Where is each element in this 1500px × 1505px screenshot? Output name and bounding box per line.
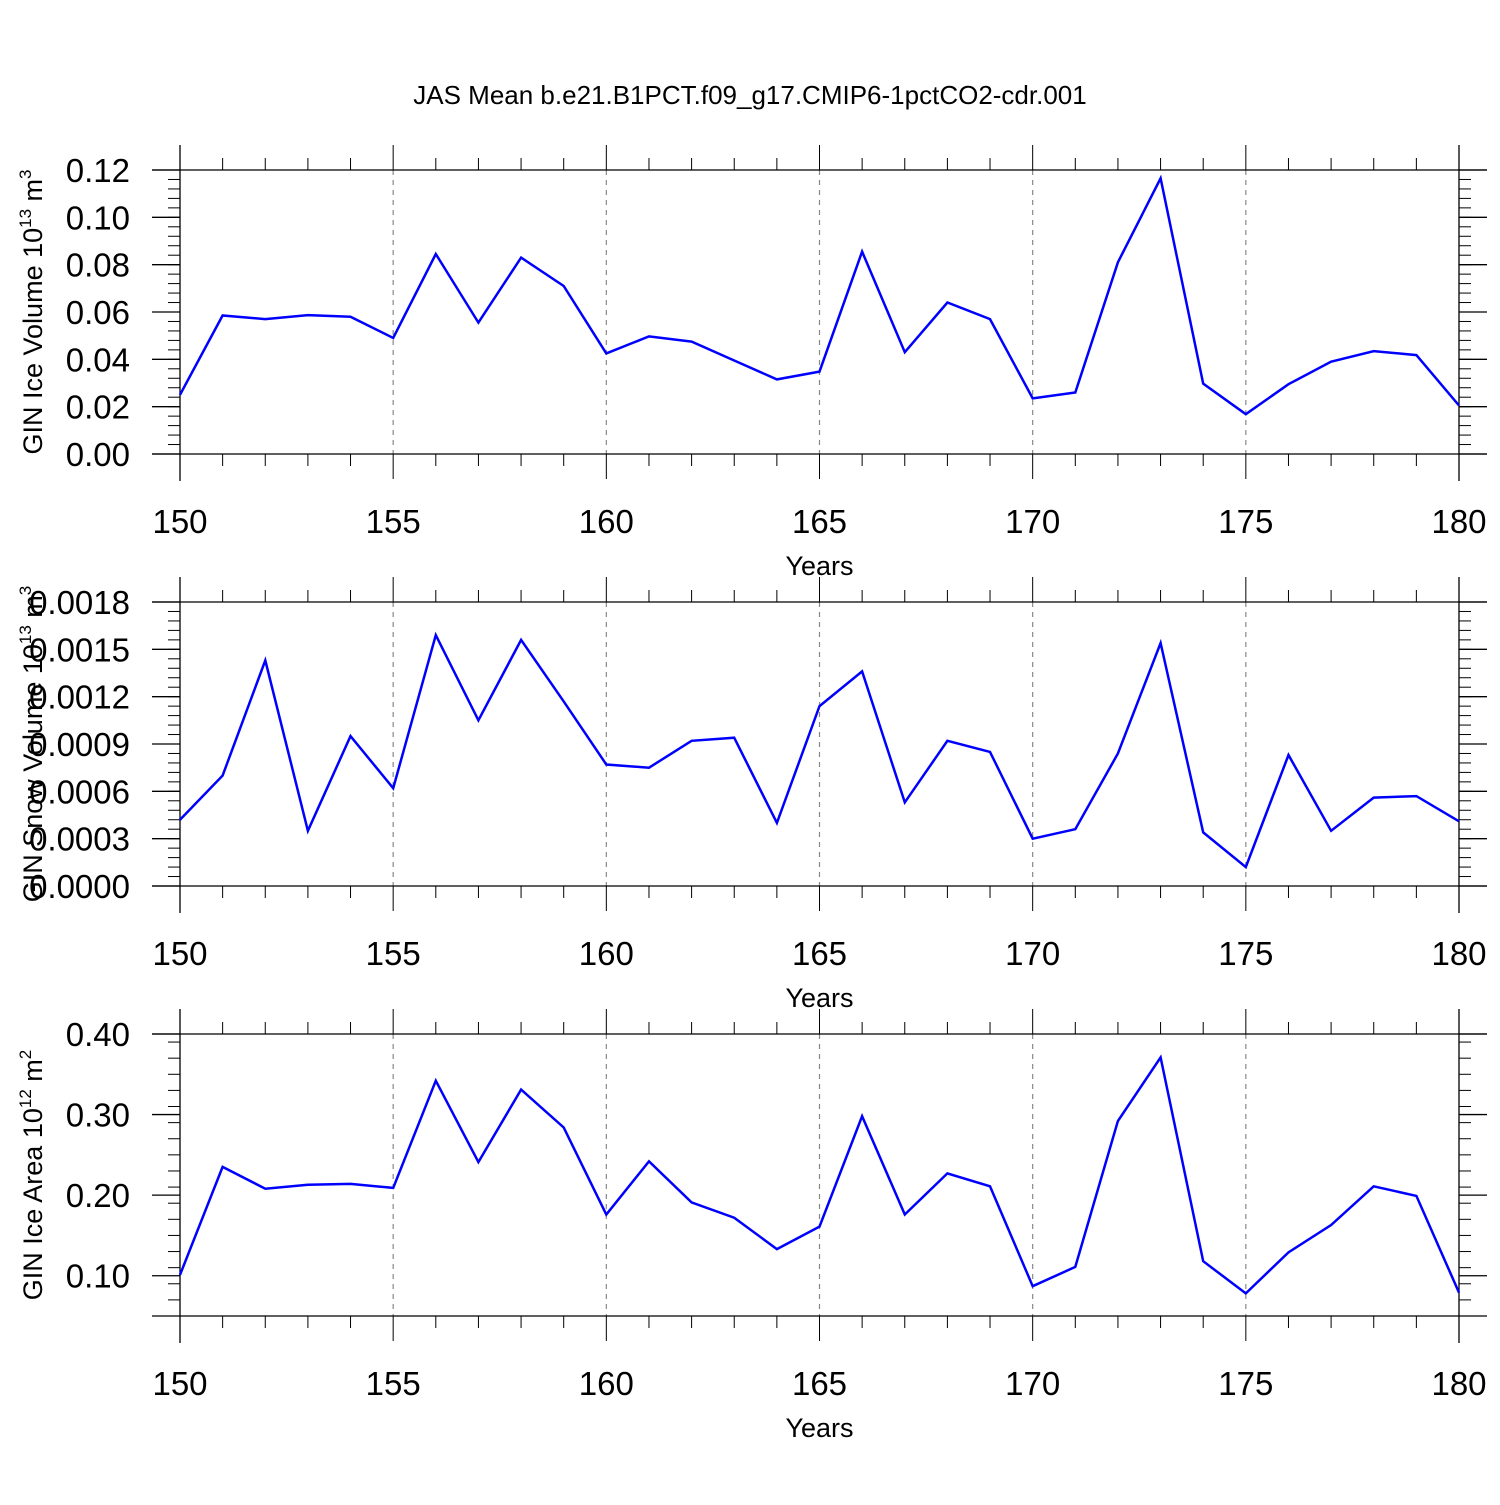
panel2-y-tick-label: 0.0009 — [29, 726, 130, 763]
panel3-y-tick-label: 0.40 — [66, 1016, 130, 1053]
panel2-x-tick-label: 150 — [152, 935, 207, 972]
panel1-y-tick-label: 0.12 — [66, 152, 130, 189]
panel1-y-tick-label: 0.10 — [66, 199, 130, 236]
panel2-x-tick-label: 170 — [1005, 935, 1060, 972]
panel3-y-tick-label: 0.10 — [66, 1258, 130, 1295]
panel1-y-axis-label: GIN Ice Volume 1013 m3 — [16, 169, 48, 454]
panel1-y-tick-label: 0.06 — [66, 294, 130, 331]
panel2-x-tick-label: 155 — [366, 935, 421, 972]
panel1-x-axis-label: Years — [785, 551, 853, 581]
panel3-x-axis-label: Years — [785, 1413, 853, 1443]
panel1-x-tick-label: 160 — [579, 503, 634, 540]
panel2-y-tick-label: 0.0000 — [29, 868, 130, 905]
panel1-y-tick-label: 0.04 — [66, 341, 130, 378]
panel2-y-tick-label: 0.0006 — [29, 773, 130, 810]
panel2-series-line — [179, 631, 1460, 870]
panel3-y-tick-label: 0.20 — [66, 1177, 130, 1214]
panel3-x-tick-label: 165 — [792, 1365, 847, 1402]
panel2-y-tick-label: 0.0003 — [29, 821, 130, 858]
panel2-x-axis-label: Years — [785, 983, 853, 1013]
panel1-y-tick-label: 0.08 — [66, 247, 130, 284]
panel2-x-tick-label: 175 — [1218, 935, 1273, 972]
panel2-x-tick-label: 180 — [1431, 935, 1486, 972]
panel2-y-tick-label: 0.0018 — [29, 584, 130, 621]
panel1-y-tick-label: 0.00 — [66, 436, 130, 473]
panel1-x-tick-label: 175 — [1218, 503, 1273, 540]
panel3-x-tick-label: 160 — [579, 1365, 634, 1402]
panel2-y-axis-label: GIN Snow Volume 1013 m3 — [16, 586, 48, 903]
panel1-x-tick-label: 165 — [792, 503, 847, 540]
panel3-y-tick-label: 0.30 — [66, 1097, 130, 1134]
panel1-y-tick-label: 0.02 — [66, 389, 130, 426]
panel1-x-tick-label: 170 — [1005, 503, 1060, 540]
panel3-x-tick-label: 155 — [366, 1365, 421, 1402]
panel3-x-tick-label: 170 — [1005, 1365, 1060, 1402]
panel3-series-line — [178, 1054, 1461, 1296]
panel1-series-line — [178, 174, 1460, 416]
panel3-y-axis-label: GIN Ice Area 1012 m2 — [16, 1050, 48, 1301]
panel2-y-tick-label: 0.0015 — [29, 631, 130, 668]
panel3-x-tick-label: 150 — [152, 1365, 207, 1402]
panel1-x-tick-label: 150 — [152, 503, 207, 540]
panel2-y-tick-label: 0.0012 — [29, 679, 130, 716]
chart-title: JAS Mean b.e21.B1PCT.f09_g17.CMIP6-1pctC… — [413, 80, 1087, 110]
panel2-x-tick-label: 165 — [792, 935, 847, 972]
panel1-x-tick-label: 155 — [366, 503, 421, 540]
panel2-x-tick-label: 160 — [579, 935, 634, 972]
panel3-x-tick-label: 175 — [1218, 1365, 1273, 1402]
panel3-x-tick-label: 180 — [1431, 1365, 1486, 1402]
panel1-x-tick-label: 180 — [1431, 503, 1486, 540]
